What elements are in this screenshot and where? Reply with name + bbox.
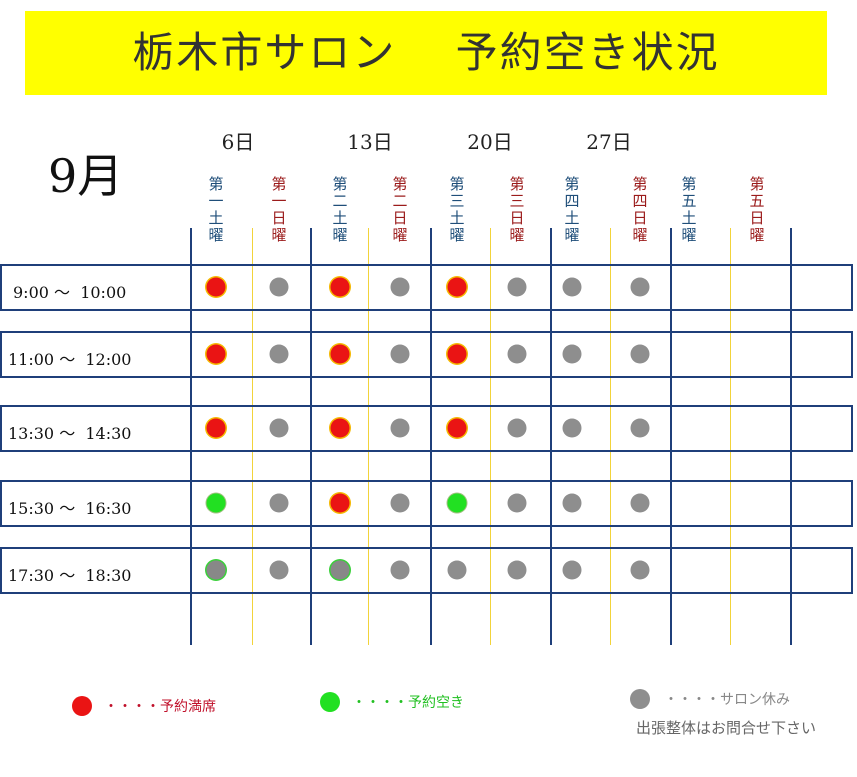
grid-line-divider [490, 228, 491, 645]
legend-open-text: ・・・・予約空き [352, 695, 464, 711]
column-header-sat: 第三土曜 [449, 175, 465, 244]
column-header-sun: 第四日曜 [632, 175, 648, 244]
grid-line [310, 228, 312, 645]
legend-full-dot [72, 696, 92, 716]
time-row [0, 480, 853, 527]
time-row [0, 547, 853, 594]
slot-status-closed [630, 560, 650, 580]
page-title: 栃木市サロン 予約空き状況 [132, 28, 720, 77]
month-label: 9月 [48, 149, 124, 203]
slot-status-open-grey [206, 560, 226, 580]
time-row [0, 405, 853, 452]
legend-closed-dot [630, 689, 650, 709]
grid-line-divider [368, 228, 369, 645]
slot-status-closed [630, 418, 650, 438]
time-row [0, 331, 853, 378]
slot-status-closed [390, 493, 410, 513]
slot-status-full [206, 344, 226, 364]
slot-status-closed [269, 493, 289, 513]
legend-open-dot [320, 692, 340, 712]
slot-status-closed [269, 344, 289, 364]
time-slot-label: 17:30 ～ 18:30 [8, 566, 132, 585]
grid-line-divider [730, 228, 731, 645]
slot-status-closed [630, 277, 650, 297]
note-text: 出張整体はお問合せ下さい [636, 719, 817, 737]
slot-status-full [330, 418, 350, 438]
slot-status-closed [390, 344, 410, 364]
slot-status-open [206, 493, 226, 513]
slot-status-closed [562, 560, 582, 580]
slot-status-open-grey [330, 560, 350, 580]
slot-status-full [447, 418, 467, 438]
date-header: 6日 [221, 130, 255, 154]
slot-status-full [206, 277, 226, 297]
legend-closed-text: ・・・・サロン休み [664, 692, 790, 708]
grid-line [430, 228, 432, 645]
slot-status-closed [630, 493, 650, 513]
time-slot-label: 13:30 ～ 14:30 [8, 424, 132, 443]
slot-status-full [447, 344, 467, 364]
slot-status-closed [390, 418, 410, 438]
legend-full-text: ・・・・予約満席 [104, 699, 216, 715]
slot-status-closed [562, 344, 582, 364]
slot-status-closed [507, 277, 527, 297]
column-header-sun: 第二日曜 [392, 175, 408, 244]
column-header-sat: 第五土曜 [681, 175, 697, 244]
slot-status-closed [562, 418, 582, 438]
slot-status-closed [507, 418, 527, 438]
slot-status-full [330, 493, 350, 513]
slot-status-closed [269, 560, 289, 580]
date-header: 13日 [347, 130, 393, 154]
grid-line [190, 228, 192, 645]
slot-status-closed [507, 493, 527, 513]
slot-status-closed [562, 493, 582, 513]
slot-status-closed [390, 277, 410, 297]
column-header-sun: 第一日曜 [271, 175, 287, 244]
column-header-sat: 第一土曜 [208, 175, 224, 244]
time-slot-label: 15:30 ～ 16:30 [8, 499, 132, 518]
slot-status-closed [562, 277, 582, 297]
slot-status-full [447, 277, 467, 297]
slot-status-closed [269, 277, 289, 297]
grid-line [790, 228, 792, 645]
column-header-sun: 第三日曜 [509, 175, 525, 244]
date-header: 27日 [586, 130, 632, 154]
slot-status-closed [507, 344, 527, 364]
time-slot-label: 11:00 ～ 12:00 [8, 350, 132, 369]
column-header-sun: 第五日曜 [749, 175, 765, 244]
slot-status-closed [507, 560, 527, 580]
slot-status-closed [390, 560, 410, 580]
grid-line-divider [252, 228, 253, 645]
grid-line [670, 228, 672, 645]
time-row [0, 264, 853, 311]
slot-status-full [206, 418, 226, 438]
slot-status-closed [269, 418, 289, 438]
slot-status-closed [447, 560, 467, 580]
time-slot-label: 9:00 ～ 10:00 [13, 283, 127, 302]
column-header-sat: 第四土曜 [564, 175, 580, 244]
slot-status-open [447, 493, 467, 513]
slot-status-full [330, 344, 350, 364]
column-header-sat: 第二土曜 [332, 175, 348, 244]
date-header: 20日 [467, 130, 513, 154]
slot-status-full [330, 277, 350, 297]
title-banner: 栃木市サロン 予約空き状況 [25, 11, 827, 95]
grid-line [550, 228, 552, 645]
slot-status-closed [630, 344, 650, 364]
grid-line-divider [610, 228, 611, 645]
